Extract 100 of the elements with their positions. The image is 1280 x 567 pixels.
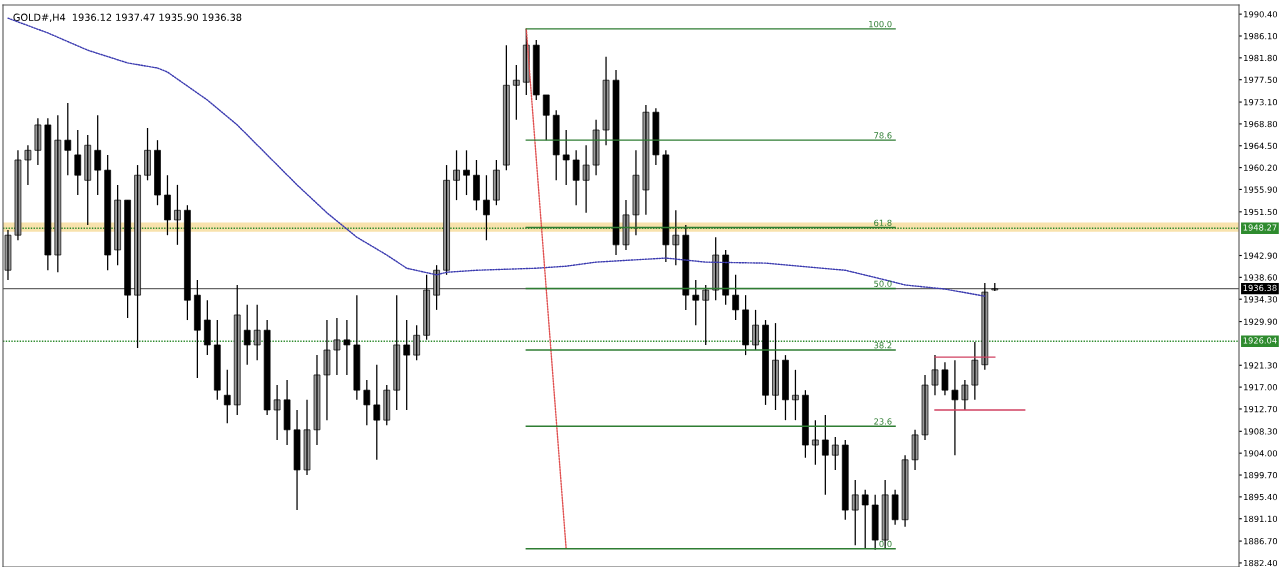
candlestick bbox=[473, 159, 480, 211]
candlestick bbox=[323, 319, 331, 421]
candlestick bbox=[34, 117, 42, 166]
candlestick bbox=[24, 144, 32, 186]
candlestick bbox=[393, 294, 401, 411]
candlestick bbox=[54, 114, 62, 273]
candlestick bbox=[871, 494, 879, 551]
candlestick bbox=[303, 399, 311, 476]
y-tick-label: 1973.10 bbox=[1244, 99, 1278, 106]
candlestick bbox=[124, 199, 131, 319]
y-tick-label: 1951.50 bbox=[1244, 208, 1278, 216]
candlestick bbox=[831, 436, 839, 471]
series-label: 23.6 bbox=[874, 418, 892, 425]
y-tick-label: 1891.10 bbox=[1244, 515, 1278, 523]
candlestick bbox=[542, 94, 550, 141]
candlestick bbox=[961, 379, 969, 411]
candlestick bbox=[4, 229, 12, 281]
y-tick-label: 1981.80 bbox=[1244, 54, 1278, 62]
series-label: 78.6 bbox=[874, 132, 892, 139]
candlestick bbox=[413, 324, 420, 361]
candlestick bbox=[363, 379, 371, 426]
candlestick bbox=[931, 354, 939, 396]
candlestick bbox=[223, 369, 231, 424]
candlestick bbox=[632, 149, 640, 236]
candlestick bbox=[273, 384, 281, 441]
candlestick bbox=[752, 309, 759, 351]
candlestick bbox=[243, 304, 251, 366]
series-label: 100.0 bbox=[869, 20, 892, 28]
y-tick-label: 1986.10 bbox=[1244, 32, 1278, 40]
y-tick-label: 1942.90 bbox=[1244, 252, 1278, 259]
candlestick bbox=[84, 134, 92, 226]
series-label: 38.2 bbox=[874, 342, 892, 349]
y-tick-label: 1934.30 bbox=[1244, 296, 1278, 303]
y-tick-label: 1921.30 bbox=[1244, 362, 1278, 369]
y-tick-label: 1895.40 bbox=[1244, 493, 1278, 501]
candlestick bbox=[293, 409, 301, 511]
y-tick-label: 1899.70 bbox=[1244, 472, 1278, 479]
candlestick bbox=[861, 489, 869, 549]
y-tick-label: 1882.40 bbox=[1244, 559, 1278, 567]
candlestick bbox=[423, 274, 430, 341]
candlestick bbox=[443, 164, 450, 276]
candlestick bbox=[144, 127, 151, 181]
candlestick bbox=[184, 204, 191, 321]
candlestick bbox=[333, 317, 341, 376]
candlestick bbox=[174, 184, 181, 246]
ref-line-label: 1936.38 bbox=[1243, 284, 1277, 292]
candlestick bbox=[194, 279, 201, 379]
candlestick bbox=[841, 439, 849, 521]
candlestick bbox=[812, 419, 819, 466]
candlestick bbox=[822, 414, 829, 496]
candlestick bbox=[513, 64, 520, 121]
y-tick-label: 1908.30 bbox=[1244, 428, 1278, 435]
candlestick bbox=[702, 284, 710, 346]
candlestick bbox=[114, 184, 121, 266]
candlestick bbox=[692, 279, 700, 326]
y-tick-label: 1964.50 bbox=[1244, 142, 1278, 150]
candlestick bbox=[562, 129, 570, 186]
candlestick bbox=[921, 374, 929, 441]
candlestick bbox=[453, 149, 460, 201]
y-tick-label: 1938.60 bbox=[1244, 274, 1278, 281]
candlestick bbox=[14, 149, 22, 241]
candlestick bbox=[772, 322, 779, 411]
candlestick bbox=[851, 479, 859, 546]
candlestick bbox=[403, 319, 411, 411]
y-tick-label: 1886.70 bbox=[1244, 538, 1278, 545]
y-tick-label: 1990.40 bbox=[1244, 11, 1278, 18]
y-tick-label: 1960.20 bbox=[1244, 164, 1278, 171]
y-tick-label: 1929.90 bbox=[1244, 318, 1278, 325]
candlestick bbox=[104, 154, 111, 271]
candlestick bbox=[602, 56, 610, 146]
y-tick-label: 1917.00 bbox=[1244, 384, 1278, 391]
candlestick bbox=[483, 174, 490, 241]
candlestick bbox=[891, 489, 899, 526]
series-label: 61.8 bbox=[874, 219, 892, 226]
candlestick bbox=[343, 319, 351, 376]
candlestick bbox=[383, 384, 391, 426]
y-tick-label: 1912.70 bbox=[1244, 405, 1278, 413]
candlestick bbox=[901, 454, 909, 528]
series-label: 50.0 bbox=[874, 280, 892, 287]
y-tick-label: 1955.90 bbox=[1244, 186, 1278, 193]
candlestick bbox=[164, 174, 171, 236]
candlestick bbox=[134, 164, 141, 349]
candlestick bbox=[941, 361, 949, 396]
candlestick bbox=[64, 102, 72, 176]
y-tick-label: 1904.00 bbox=[1244, 450, 1278, 457]
candlestick bbox=[532, 39, 540, 101]
candlestick bbox=[253, 304, 261, 361]
candlestick bbox=[732, 274, 739, 321]
candlestick bbox=[233, 284, 241, 416]
candlestick bbox=[373, 364, 381, 461]
candlestick bbox=[463, 149, 470, 196]
candlestick bbox=[313, 354, 321, 446]
candlestick bbox=[94, 114, 102, 196]
candlestick bbox=[503, 44, 510, 171]
candlestick bbox=[204, 299, 211, 356]
candlestick bbox=[154, 139, 161, 206]
candlestick bbox=[742, 294, 749, 356]
candlestick bbox=[911, 429, 919, 471]
candlestick bbox=[213, 319, 221, 401]
candlestick bbox=[493, 159, 500, 206]
